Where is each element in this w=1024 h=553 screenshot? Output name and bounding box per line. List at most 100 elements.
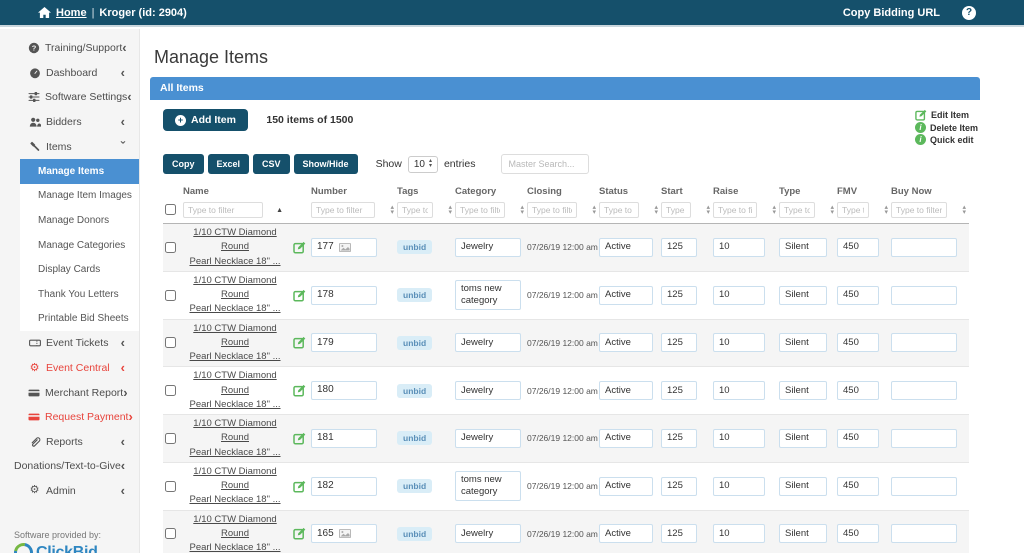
sidebar-subitem[interactable]: Printable Bid Sheets: [20, 307, 139, 332]
start-input[interactable]: 125: [661, 429, 697, 448]
raise-input[interactable]: 10: [713, 381, 765, 400]
sidebar-subitem[interactable]: Manage Categories: [20, 233, 139, 258]
entries-select[interactable]: 10: [408, 156, 438, 173]
status-input[interactable]: Active: [599, 333, 653, 352]
column-header[interactable]: FMV: [837, 186, 891, 218]
sort-icon[interactable]: [390, 205, 394, 216]
sort-icon[interactable]: [448, 205, 452, 216]
filter-input[interactable]: [713, 202, 757, 218]
fmv-input[interactable]: 450: [837, 381, 879, 400]
raise-input[interactable]: 10: [713, 429, 765, 448]
buy-now-input[interactable]: [891, 477, 957, 496]
category-input[interactable]: toms new category: [455, 280, 521, 310]
start-input[interactable]: 125: [661, 333, 697, 352]
status-input[interactable]: Active: [599, 477, 653, 496]
sidebar-item-request-payment[interactable]: Request Payment ›: [0, 405, 139, 430]
add-item-button[interactable]: Add Item: [163, 109, 248, 131]
type-input[interactable]: Silent: [779, 238, 827, 257]
sort-icon[interactable]: [706, 205, 710, 216]
column-header-name[interactable]: Name: [183, 186, 287, 218]
fmv-input[interactable]: 450: [837, 429, 879, 448]
sidebar-item-bidders[interactable]: Bidders ‹: [0, 110, 139, 135]
number-input[interactable]: 180: [311, 381, 377, 400]
export-button[interactable]: Excel: [208, 154, 250, 174]
sidebar-item-donations[interactable]: Donations/Text-to-Give ‹: [0, 454, 139, 479]
item-name-link[interactable]: 1/10 CTW Diamond RoundPearl Necklace 18"…: [183, 226, 287, 269]
buy-now-input[interactable]: [891, 333, 957, 352]
status-input[interactable]: Active: [599, 524, 653, 543]
category-input[interactable]: Jewelry: [455, 333, 521, 352]
number-input[interactable]: 178: [311, 286, 377, 305]
type-input[interactable]: Silent: [779, 477, 827, 496]
export-button[interactable]: CSV: [253, 154, 290, 174]
start-input[interactable]: 125: [661, 286, 697, 305]
sidebar-item-dashboard[interactable]: Dashboard ‹: [0, 61, 139, 86]
row-checkbox[interactable]: [165, 481, 176, 492]
column-header[interactable]: Start: [661, 186, 713, 218]
filter-input[interactable]: [311, 202, 375, 218]
filter-input[interactable]: [661, 202, 691, 218]
row-checkbox[interactable]: [165, 528, 176, 539]
column-header[interactable]: Category: [455, 186, 527, 218]
filter-input[interactable]: [397, 202, 433, 218]
help-icon[interactable]: ?: [962, 6, 976, 20]
row-checkbox[interactable]: [165, 242, 176, 253]
buy-now-input[interactable]: [891, 429, 957, 448]
buy-now-input[interactable]: [891, 381, 957, 400]
column-header[interactable]: Tags: [397, 186, 455, 218]
number-input[interactable]: 165: [311, 524, 377, 543]
filter-input[interactable]: [183, 202, 263, 218]
sort-icon[interactable]: [884, 205, 888, 216]
raise-input[interactable]: 10: [713, 477, 765, 496]
type-input[interactable]: Silent: [779, 524, 827, 543]
start-input[interactable]: 125: [661, 238, 697, 257]
edit-icon[interactable]: [293, 432, 306, 445]
buy-now-input[interactable]: [891, 524, 957, 543]
type-input[interactable]: Silent: [779, 429, 827, 448]
column-header[interactable]: Number: [311, 186, 397, 218]
category-input[interactable]: Jewelry: [455, 524, 521, 543]
category-input[interactable]: Jewelry: [455, 381, 521, 400]
status-input[interactable]: Active: [599, 381, 653, 400]
filter-input[interactable]: [527, 202, 577, 218]
start-input[interactable]: 125: [661, 477, 697, 496]
sidebar-item-admin[interactable]: ⚙ Admin ‹: [0, 479, 139, 504]
number-input[interactable]: 179: [311, 333, 377, 352]
row-checkbox[interactable]: [165, 337, 176, 348]
raise-input[interactable]: 10: [713, 238, 765, 257]
item-name-link[interactable]: 1/10 CTW Diamond RoundPearl Necklace 18"…: [183, 465, 287, 508]
column-header[interactable]: Type: [779, 186, 837, 218]
edit-icon[interactable]: [293, 480, 306, 493]
copy-bidding-url-link[interactable]: Copy Bidding URL: [843, 7, 940, 19]
sidebar-item-event-tickets[interactable]: Event Tickets ‹: [0, 331, 139, 356]
fmv-input[interactable]: 450: [837, 238, 879, 257]
raise-input[interactable]: 10: [713, 333, 765, 352]
edit-icon[interactable]: [293, 336, 306, 349]
item-name-link[interactable]: 1/10 CTW Diamond RoundPearl Necklace 18"…: [183, 274, 287, 317]
raise-input[interactable]: 10: [713, 524, 765, 543]
filter-input[interactable]: [455, 202, 505, 218]
edit-icon[interactable]: [293, 527, 306, 540]
buy-now-input[interactable]: [891, 238, 957, 257]
fmv-input[interactable]: 450: [837, 333, 879, 352]
status-input[interactable]: Active: [599, 429, 653, 448]
column-header[interactable]: Raise: [713, 186, 779, 218]
start-input[interactable]: 125: [661, 524, 697, 543]
home-link[interactable]: Home: [56, 7, 87, 19]
type-input[interactable]: Silent: [779, 333, 827, 352]
status-input[interactable]: Active: [599, 286, 653, 305]
sort-icon[interactable]: [830, 205, 834, 216]
edit-icon[interactable]: [293, 384, 306, 397]
category-input[interactable]: toms new category: [455, 471, 521, 501]
start-input[interactable]: 125: [661, 381, 697, 400]
fmv-input[interactable]: 450: [837, 477, 879, 496]
item-name-link[interactable]: 1/10 CTW Diamond RoundPearl Necklace 18"…: [183, 417, 287, 460]
edit-icon[interactable]: [293, 241, 306, 254]
fmv-input[interactable]: 450: [837, 286, 879, 305]
edit-icon[interactable]: [293, 289, 306, 302]
sidebar-item-items[interactable]: Items ˇ: [0, 134, 139, 159]
column-header[interactable]: Status: [599, 186, 661, 218]
filter-input[interactable]: [891, 202, 947, 218]
master-search-input[interactable]: [501, 154, 589, 174]
sidebar-subitem[interactable]: Display Cards: [20, 257, 139, 282]
